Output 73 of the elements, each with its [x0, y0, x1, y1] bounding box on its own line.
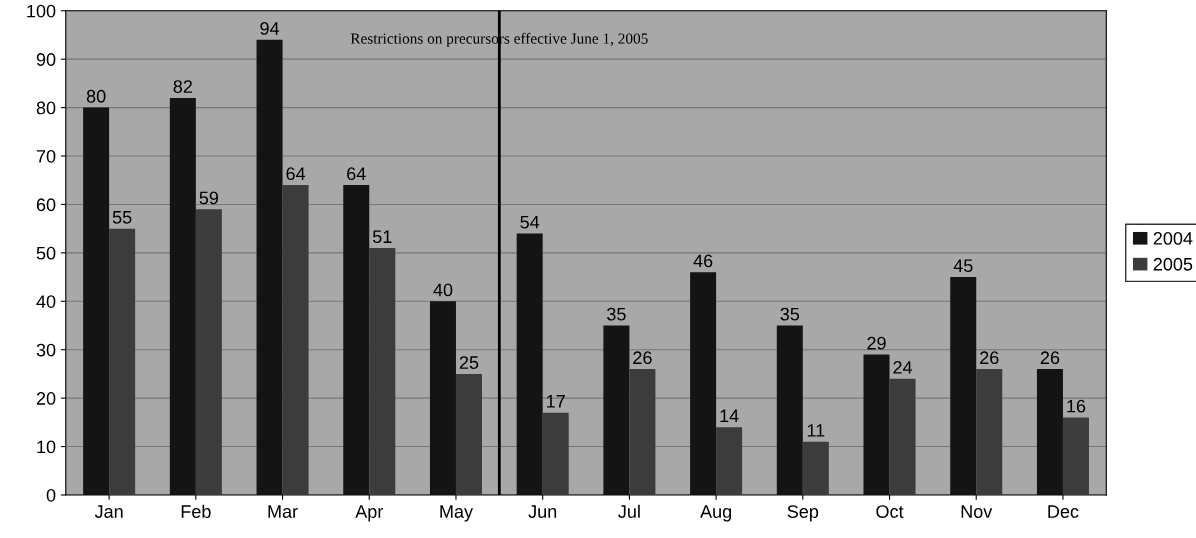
- bar: [1036, 369, 1063, 495]
- data-label: 29: [867, 336, 886, 350]
- bar: [716, 427, 743, 495]
- data-label: 35: [607, 307, 626, 321]
- data-label: 51: [372, 230, 392, 244]
- bar: [195, 209, 222, 495]
- data-label: 46: [693, 254, 713, 268]
- x-tick-label: Sep: [787, 505, 819, 522]
- y-tick-label: 20: [36, 392, 56, 405]
- bar: [1062, 417, 1089, 495]
- bar: [369, 248, 396, 495]
- bar: [690, 272, 717, 495]
- data-label: 11: [807, 424, 825, 437]
- bar: [889, 378, 916, 495]
- y-tick-label: 30: [36, 343, 56, 357]
- bar: [256, 39, 283, 495]
- y-tick-label: 90: [36, 53, 56, 66]
- data-label: 64: [286, 167, 306, 181]
- data-label: 59: [199, 191, 219, 205]
- data-label: 16: [1067, 399, 1086, 413]
- data-label: 80: [86, 89, 106, 103]
- y-tick-label: 50: [36, 246, 56, 260]
- data-label: 26: [1040, 351, 1060, 365]
- y-tick-label: 60: [36, 198, 56, 212]
- x-tick-label: Feb: [181, 504, 211, 518]
- data-label: 54: [520, 215, 540, 229]
- x-tick-label: Nov: [961, 505, 993, 518]
- y-tick-label: 70: [36, 149, 56, 163]
- bar: [776, 325, 803, 495]
- y-tick-label: 80: [36, 101, 56, 115]
- x-tick-label: Jan: [94, 505, 123, 518]
- x-tick-label: Dec: [1048, 505, 1079, 518]
- data-label: 64: [347, 167, 366, 181]
- bar: [169, 97, 196, 495]
- data-label: 55: [112, 211, 132, 224]
- legend-label: 2005: [1153, 257, 1193, 271]
- x-tick-label: Aug: [700, 505, 732, 522]
- x-tick-label: Mar: [268, 505, 298, 518]
- x-tick-label: Jun: [528, 505, 557, 518]
- y-tick-label: 100: [27, 4, 56, 18]
- data-label: 24: [893, 361, 913, 374]
- legend-label: 2004: [1153, 231, 1193, 245]
- data-label: 94: [260, 22, 280, 35]
- bar: [455, 373, 482, 495]
- data-label: 26: [980, 351, 999, 365]
- bar: [976, 369, 1003, 495]
- x-tick-label: May: [440, 505, 473, 522]
- y-tick-label: 10: [37, 440, 56, 454]
- data-label: 26: [633, 351, 652, 365]
- data-label: 14: [720, 409, 739, 423]
- data-label: 82: [173, 80, 192, 93]
- bar: [802, 441, 829, 495]
- x-tick-label: Jul: [618, 504, 640, 518]
- bar: [603, 325, 630, 495]
- bar: [516, 233, 543, 495]
- bar: [282, 185, 309, 495]
- x-tick-label: Apr: [355, 505, 384, 522]
- x-tick-label: Oct: [876, 505, 904, 518]
- bar: [429, 301, 456, 495]
- data-label: 25: [459, 356, 479, 369]
- bar: [109, 228, 136, 495]
- data-label: 45: [953, 259, 973, 273]
- bar: [542, 412, 569, 495]
- bar: [863, 354, 890, 495]
- data-label: 35: [780, 307, 800, 321]
- data-label: 17: [547, 395, 565, 408]
- y-tick-label: 0: [46, 488, 56, 502]
- y-tick-label: 40: [36, 295, 56, 308]
- data-label: 40: [433, 283, 453, 297]
- bar: [950, 277, 977, 495]
- bar: [343, 185, 370, 495]
- bar: [629, 369, 656, 495]
- bar: [83, 107, 110, 495]
